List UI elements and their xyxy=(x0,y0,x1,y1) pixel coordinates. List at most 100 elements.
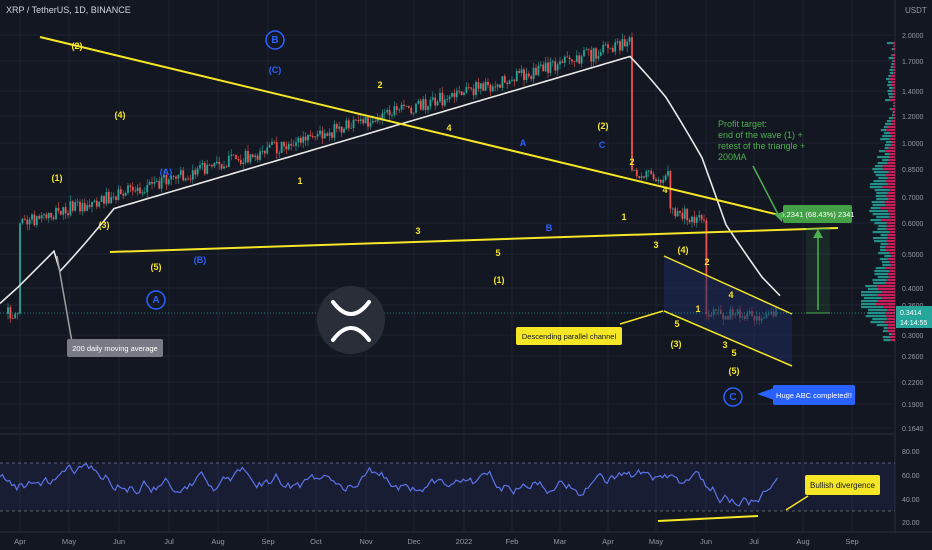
candle-body-46 xyxy=(117,189,120,200)
time-tick-12: Apr xyxy=(602,537,614,546)
time-tick-0: Apr xyxy=(14,537,26,546)
vp-up-207 xyxy=(870,207,881,210)
time-tick-13: May xyxy=(649,537,663,546)
candle-body-204 xyxy=(496,84,499,87)
vp-down-126 xyxy=(887,126,895,129)
candle-body-133 xyxy=(326,133,329,136)
candle-body-184 xyxy=(448,96,451,100)
candle-body-61 xyxy=(153,182,156,184)
vp-down-150 xyxy=(885,150,895,153)
candle-body-225 xyxy=(547,62,549,73)
candle-body-7 xyxy=(23,218,26,220)
vp-down-186 xyxy=(882,186,895,189)
price-tick-5: 0.8500 xyxy=(902,167,924,174)
vp-down-288 xyxy=(878,288,895,291)
candle-body-11 xyxy=(33,214,36,226)
triangle-lower-line xyxy=(109,227,839,253)
vp-down-123 xyxy=(891,123,895,126)
candle-body-156 xyxy=(381,113,384,120)
vp-down-168 xyxy=(882,168,895,171)
vp-down-264 xyxy=(890,264,895,267)
candle-body-53 xyxy=(134,190,137,192)
profit-target-line-3: retest of the triangle + xyxy=(718,141,805,151)
candle-body-265 xyxy=(643,176,645,178)
channel-callout-text: Descending parallel channel xyxy=(522,332,617,341)
candle-body-36 xyxy=(93,200,96,202)
candle-body-111 xyxy=(273,141,276,143)
candle-body-120 xyxy=(295,142,297,146)
candle-body-221 xyxy=(537,65,540,76)
vp-up-126 xyxy=(883,126,888,129)
candle-body-165 xyxy=(403,104,405,106)
candle-body-149 xyxy=(364,117,367,124)
abc-callout-box xyxy=(773,385,855,405)
vp-down-216 xyxy=(889,216,895,219)
vp-down-114 xyxy=(893,114,895,117)
candle-body-280 xyxy=(679,211,681,213)
last-price-text: 0.3414 xyxy=(900,310,922,317)
candle-body-69 xyxy=(172,175,175,177)
candle-body-128 xyxy=(314,136,317,138)
ma-callout-pointer xyxy=(56,255,73,343)
vp-up-129 xyxy=(880,129,887,132)
candle-body-39 xyxy=(100,196,103,202)
vp-down-321 xyxy=(884,321,895,324)
candle-body-224 xyxy=(544,62,547,72)
divergence-callout-text: Bullish divergence xyxy=(810,481,875,490)
candle-body-16 xyxy=(45,214,48,219)
vp-up-213 xyxy=(872,213,889,216)
candle-body-102 xyxy=(251,154,254,158)
vp-up-258 xyxy=(879,258,888,261)
candle-body-37 xyxy=(95,200,98,207)
candle-body-238 xyxy=(578,55,581,64)
countdown-text: 14:14:55 xyxy=(900,320,927,327)
candle-body-52 xyxy=(131,186,134,191)
vp-down-156 xyxy=(889,156,895,159)
candle-body-287 xyxy=(695,217,698,223)
candle-body-202 xyxy=(491,86,494,92)
candle-body-131 xyxy=(321,130,324,139)
candle-body-288 xyxy=(698,215,701,218)
candle-body-59 xyxy=(148,182,151,185)
time-tick-17: Sep xyxy=(845,537,858,546)
vp-down-258 xyxy=(887,258,895,261)
candle-body-262 xyxy=(635,169,638,177)
candle-body-193 xyxy=(470,87,473,89)
vp-up-282 xyxy=(873,282,886,285)
wave-label-25: 2 xyxy=(704,257,709,267)
wave-label-26: 1 xyxy=(695,304,700,314)
vp-down-141 xyxy=(891,141,895,144)
candle-body-159 xyxy=(388,110,391,115)
price-tick-11: 0.3000 xyxy=(902,333,924,340)
vp-down-111 xyxy=(894,111,895,114)
vp-up-294 xyxy=(861,294,878,297)
candle-body-65 xyxy=(163,174,165,178)
candle-body-150 xyxy=(367,117,369,127)
vp-up-249 xyxy=(880,249,886,252)
candle-body-84 xyxy=(208,164,211,166)
wave-label-28: 5 xyxy=(674,319,679,329)
candle-body-22 xyxy=(59,210,62,215)
vp-up-270 xyxy=(874,270,890,273)
vp-down-72 xyxy=(893,72,895,75)
candle-body-219 xyxy=(532,67,535,80)
candle-body-259 xyxy=(628,37,631,42)
candle-body-176 xyxy=(429,99,432,107)
vp-up-234 xyxy=(880,234,888,237)
vp-up-237 xyxy=(873,237,888,240)
candle-body-139 xyxy=(340,126,343,133)
candle-body-25 xyxy=(67,213,69,216)
wave-label-21: 4 xyxy=(662,185,667,195)
candle-body-115 xyxy=(283,141,285,147)
vp-down-153 xyxy=(889,153,895,156)
vp-down-225 xyxy=(886,225,895,228)
vp-down-96 xyxy=(892,96,895,99)
candle-body-175 xyxy=(427,106,429,110)
wave-label-0: (1) xyxy=(52,173,63,183)
candle-body-143 xyxy=(350,127,353,129)
vp-down-81 xyxy=(891,81,895,84)
vp-down-129 xyxy=(886,129,895,132)
vp-up-171 xyxy=(873,171,889,174)
wave-label-8: B xyxy=(271,35,278,46)
